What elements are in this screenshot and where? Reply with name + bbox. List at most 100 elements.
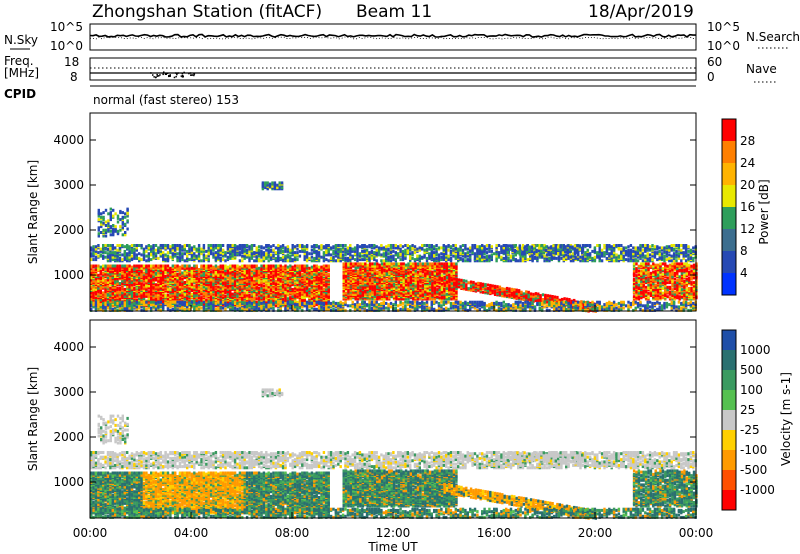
heatmap-cell xyxy=(500,245,502,248)
heatmap-cell xyxy=(200,259,202,262)
heatmap-cell xyxy=(167,251,169,254)
heatmap-cell xyxy=(632,246,634,249)
heatmap-cell xyxy=(447,255,449,258)
heatmap-cell xyxy=(184,259,186,262)
heatmap-cell xyxy=(596,244,598,247)
heatmap-cell xyxy=(299,255,301,258)
heatmap-cell xyxy=(265,249,267,252)
heatmap-cell xyxy=(399,248,401,251)
heatmap-cell xyxy=(263,251,265,254)
heatmap-cell xyxy=(608,244,610,247)
heatmap-cell xyxy=(179,266,181,269)
heatmap-cell xyxy=(512,255,514,258)
heatmap-cell xyxy=(296,265,298,268)
heatmap-cell xyxy=(140,244,142,247)
heatmap-cell xyxy=(469,246,471,249)
heatmap-cell xyxy=(102,244,104,247)
heatmap-cell xyxy=(184,281,186,284)
heatmap-cell xyxy=(575,256,577,259)
heatmap-cell xyxy=(256,265,258,268)
heatmap-cell xyxy=(217,286,219,289)
heatmap-cell xyxy=(515,258,517,261)
heatmap-cell xyxy=(282,244,284,247)
heatmap-cell xyxy=(599,244,601,247)
nave-point xyxy=(153,76,155,78)
heatmap-cell xyxy=(376,259,378,262)
heatmap-cell xyxy=(229,244,231,247)
heatmap-cell xyxy=(220,265,222,268)
heatmap-cell xyxy=(275,246,277,249)
heatmap-cell xyxy=(200,296,202,299)
heatmap-cell xyxy=(124,265,126,268)
heatmap-cell xyxy=(656,251,658,254)
heatmap-cell xyxy=(680,259,682,262)
heatmap-cell xyxy=(157,257,159,260)
heatmap-cell xyxy=(299,244,301,247)
heatmap-cell xyxy=(668,257,670,260)
heatmap-cell xyxy=(145,259,147,262)
heatmap-cell xyxy=(423,244,425,247)
heatmap-cell xyxy=(373,244,375,247)
heatmap-cell xyxy=(301,273,303,276)
heatmap-cell xyxy=(440,256,442,259)
heatmap-cell xyxy=(625,258,627,261)
heatmap-cell xyxy=(486,251,488,254)
heatmap-cell xyxy=(366,245,368,248)
heatmap-cell xyxy=(131,255,133,258)
heatmap-cell xyxy=(340,248,342,251)
heatmap-cell xyxy=(373,251,375,254)
heatmap-cell xyxy=(102,291,104,294)
heatmap-cell xyxy=(121,253,123,256)
nave-label: Nave xyxy=(746,62,777,76)
heatmap-cell xyxy=(397,245,399,248)
heatmap-cell xyxy=(414,245,416,248)
mode-text: normal (fast stereo) 153 xyxy=(93,93,239,107)
heatmap-cell xyxy=(176,265,178,268)
heatmap-cell xyxy=(656,245,658,248)
heatmap-cell xyxy=(265,252,267,255)
heatmap-cell xyxy=(241,255,243,258)
heatmap-cell xyxy=(258,249,260,252)
heatmap-cell xyxy=(260,250,262,253)
heatmap-cell xyxy=(311,256,313,259)
heatmap-cell xyxy=(447,244,449,247)
heatmap-cell xyxy=(584,251,586,254)
heatmap-cell xyxy=(176,244,178,247)
heatmap-cell xyxy=(675,259,677,262)
heatmap-cell xyxy=(164,284,166,287)
heatmap-cell xyxy=(486,248,488,251)
heatmap-cell xyxy=(635,258,637,261)
heatmap-cell xyxy=(112,265,114,268)
heatmap-cell xyxy=(181,265,183,268)
heatmap-cell xyxy=(323,245,325,248)
nave-point xyxy=(170,74,172,76)
heatmap-cell xyxy=(654,245,656,248)
heatmap-cell xyxy=(507,257,509,260)
heatmap-cell xyxy=(155,244,157,247)
heatmap-cell xyxy=(116,249,118,252)
heatmap-cell xyxy=(311,245,313,248)
heatmap-cell xyxy=(387,252,389,255)
heatmap-cell xyxy=(258,245,260,248)
heatmap-cell xyxy=(361,255,363,258)
heatmap-cell xyxy=(296,258,298,261)
nave-point xyxy=(168,76,170,78)
heatmap-cell xyxy=(625,250,627,253)
heatmap-cell xyxy=(491,245,493,248)
heatmap-cell xyxy=(232,244,234,247)
heatmap-cell xyxy=(649,257,651,260)
heatmap-cell xyxy=(196,248,198,251)
heatmap-cell xyxy=(503,244,505,247)
heatmap-cell xyxy=(124,245,126,248)
heatmap-cell xyxy=(284,246,286,249)
heatmap-cell xyxy=(222,244,224,247)
heatmap-cell xyxy=(627,258,629,261)
heatmap-cell xyxy=(459,257,461,260)
heatmap-cell xyxy=(236,265,238,268)
heatmap-cell xyxy=(155,249,157,252)
heatmap-cell xyxy=(335,244,337,247)
heatmap-cell xyxy=(222,258,224,261)
heatmap-cell xyxy=(275,280,277,283)
nave-point xyxy=(182,73,184,75)
heatmap-cell xyxy=(462,258,464,261)
